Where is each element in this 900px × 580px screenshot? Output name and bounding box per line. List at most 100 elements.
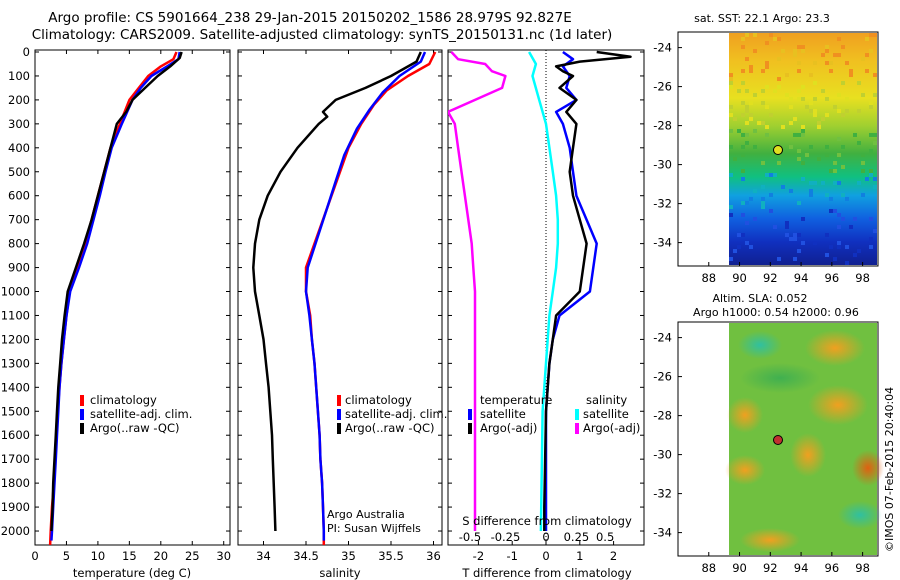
x-tick-label: 2: [610, 549, 617, 563]
sst-pixel: [809, 109, 813, 113]
sst-pixel: [729, 113, 733, 117]
sst-pixel: [821, 117, 825, 121]
sst-pixel: [745, 105, 749, 109]
sst-pixel: [809, 193, 813, 197]
sst-pixel: [849, 225, 853, 229]
legend-swatch-satellite: [337, 409, 341, 420]
sst-pixel: [825, 49, 829, 53]
sla-map-title2: Argo h1000: 0.54 h2000: 0.96: [693, 306, 859, 319]
sst-pixel: [769, 173, 773, 177]
x-tick-label: -2: [473, 549, 484, 563]
sst-pixel: [865, 69, 869, 73]
sst-pixel: [821, 89, 825, 93]
temperature-panel-frame: [34, 49, 231, 546]
legend-title-temperature: temperature: [480, 393, 552, 407]
map-x-tick-label: 88: [701, 271, 716, 285]
sst-pixel: [741, 45, 745, 49]
x-tick-label: -1: [506, 549, 517, 563]
sst-pixel: [805, 105, 809, 109]
salinity-legend: climatology satellite-adj. clim. Argo(..…: [337, 393, 447, 435]
map-x-tick-label: 96: [825, 561, 840, 575]
sst-pixel: [801, 125, 805, 129]
sst-pixel: [813, 113, 817, 117]
sst-pixel: [809, 101, 813, 105]
sst-pixel: [749, 245, 753, 249]
sst-pixel: [777, 57, 781, 61]
sst-pixel: [829, 61, 833, 65]
legend-swatch-climatology: [337, 395, 341, 406]
sst-pixel: [853, 133, 857, 137]
sst-pixel: [789, 189, 793, 193]
legend-label-s-argo: Argo(-adj): [583, 421, 640, 435]
sst-pixel: [873, 177, 877, 181]
salinity-plot: 34 34.5 35 35.5 36: [238, 50, 442, 563]
sst-pixel: [749, 113, 753, 117]
map-y-tick-label: -34: [653, 236, 672, 250]
x-tick-label-salinity: 0.5: [596, 530, 614, 544]
sst-pixel: [801, 129, 805, 133]
sst-pixel: [825, 45, 829, 49]
sla-feature: [740, 363, 820, 393]
sst-pixel: [869, 101, 873, 105]
sst-pixel: [817, 121, 821, 125]
legend-swatch-climatology: [80, 395, 84, 406]
sst-pixel: [765, 133, 769, 137]
sst-pixel: [777, 37, 781, 41]
sst-pixel: [745, 141, 749, 145]
sst-pixel: [785, 221, 789, 225]
sst-pixel: [769, 113, 773, 117]
map-y-tick-label: -28: [653, 119, 672, 133]
sst-pixel: [825, 113, 829, 117]
sst-pixel: [769, 209, 773, 213]
legend-label-s-satellite: satellite: [583, 407, 629, 421]
sst-pixel: [729, 77, 733, 81]
sst-pixel: [793, 117, 797, 121]
sst-pixel: [741, 145, 745, 149]
legend-label-satellite: satellite-adj. clim.: [90, 407, 192, 421]
sst-pixel: [773, 37, 777, 41]
sst-pixel: [729, 145, 733, 149]
sst-pixel: [841, 193, 845, 197]
sst-pixel: [837, 93, 841, 97]
sst-pixel: [801, 97, 805, 101]
sst-pixel: [801, 241, 805, 245]
sst-pixel: [841, 113, 845, 117]
sst-pixel: [761, 185, 765, 189]
depth-tick-label: 200: [8, 93, 30, 107]
sst-pixel: [777, 153, 781, 157]
sst-pixel: [749, 65, 753, 69]
sst-pixel: [793, 49, 797, 53]
depth-tick-label: 1400: [1, 380, 30, 394]
sst-pixel: [869, 105, 873, 109]
sst-pixel: [785, 233, 789, 237]
sst-map-title: sat. SST: 22.1 Argo: 23.3: [694, 12, 830, 25]
sst-pixel: [873, 133, 877, 137]
sst-pixel: [829, 245, 833, 249]
series-line-satellite-adj--clim-: [50, 51, 181, 541]
x-tick-label: 15: [122, 549, 137, 563]
sst-pixel: [741, 213, 745, 217]
sst-pixel: [865, 177, 869, 181]
legend-label-climatology: climatology: [345, 393, 412, 407]
sst-pixel: [849, 69, 853, 73]
sst-pixel: [833, 161, 837, 165]
sst-pixel: [821, 181, 825, 185]
sst-pixel: [741, 101, 745, 105]
map-x-tick-label: 90: [732, 561, 747, 575]
sst-pixel: [773, 173, 777, 177]
sst-pixel: [729, 205, 733, 209]
sst-pixel: [741, 133, 745, 137]
x-tick-label: 30: [216, 549, 231, 563]
sst-pixel: [777, 77, 781, 81]
sst-pixel: [765, 41, 769, 45]
timestamp: ©IMOS 07-Feb-2015 20:40:04: [883, 387, 896, 552]
s-difference-axis-label: S difference from climatology: [462, 514, 632, 528]
sst-pixel: [797, 97, 801, 101]
sst-pixel: [797, 133, 801, 137]
sst-pixel: [861, 57, 865, 61]
sst-pixel: [745, 121, 749, 125]
sst-pixel: [785, 93, 789, 97]
sst-pixel: [797, 45, 801, 49]
temperature-legend: climatology satellite-adj. clim. Argo(..…: [80, 393, 192, 435]
sst-pixel: [873, 33, 877, 37]
